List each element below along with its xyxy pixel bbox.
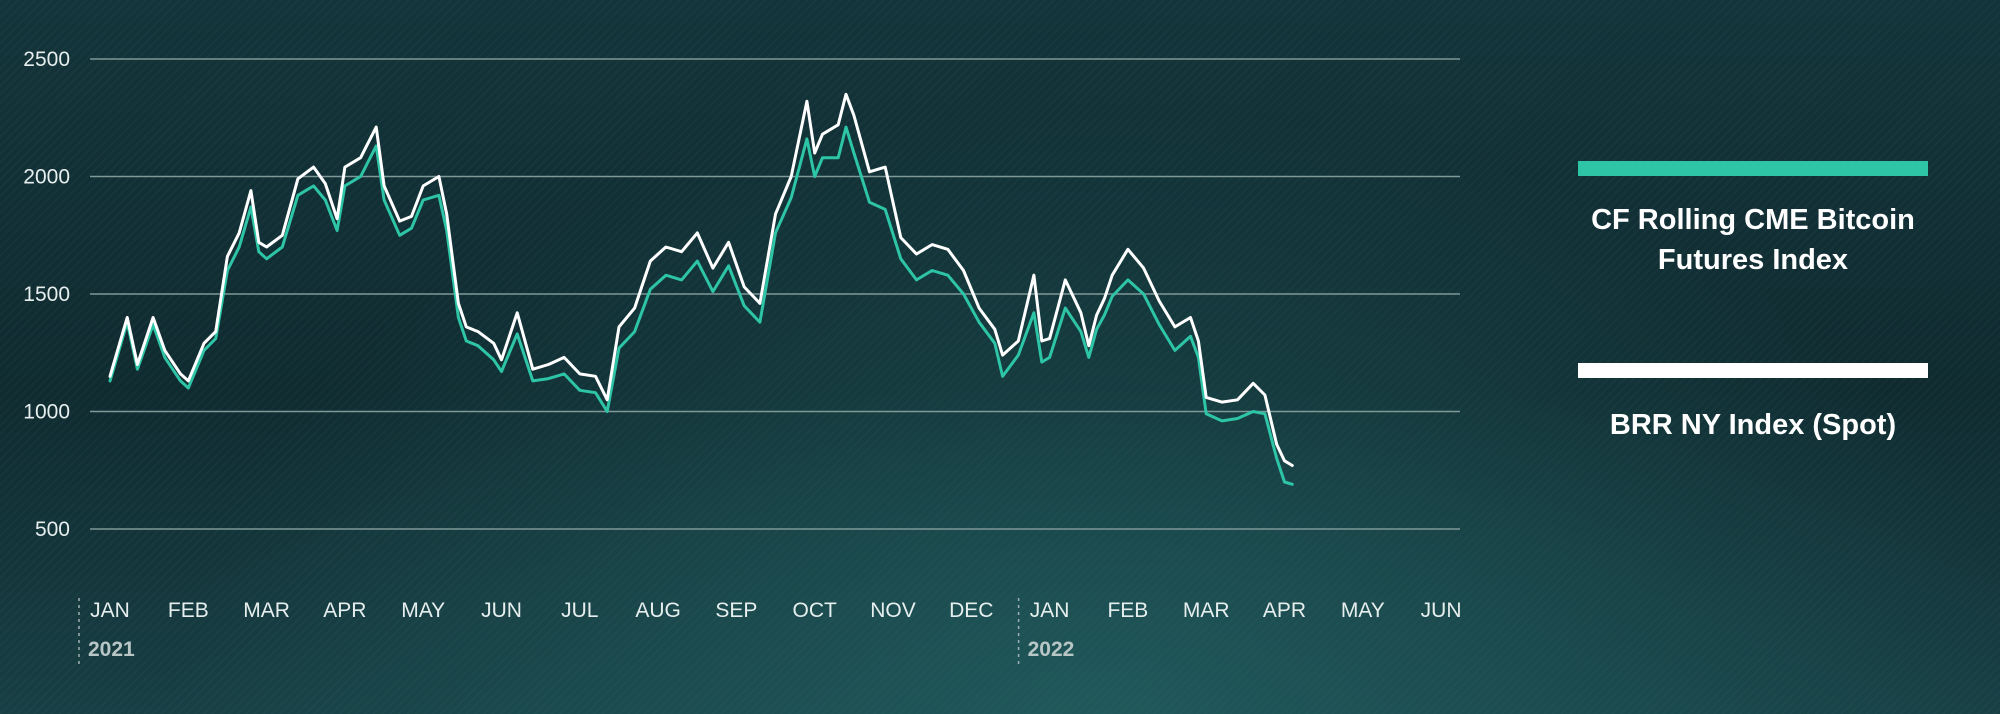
x-tick-label: SEP: [715, 599, 757, 622]
x-tick-label: FEB: [168, 599, 209, 622]
x-tick-label: MAR: [1183, 599, 1230, 622]
y-axis: 500 1000 1500 2000 2500: [23, 48, 70, 541]
x-tick-label: APR: [1263, 599, 1306, 622]
series-futures-line: [108, 125, 1294, 486]
year-label: 2021: [88, 638, 135, 661]
x-axis: JAN FEB MAR APR MAY JUN JUL AUG SEP OCT NOV DEC JAN F…: [78, 598, 1462, 665]
x-tick-label: MAY: [1341, 599, 1385, 622]
y-tick-label: 1500: [23, 283, 70, 306]
y-tick-label: 2000: [23, 166, 70, 189]
x-tick-label: APR: [323, 599, 366, 622]
x-tick-label: JAN: [90, 599, 130, 622]
x-tick-label: FEB: [1107, 599, 1148, 622]
x-tick-label: MAY: [401, 599, 445, 622]
x-tick-label: MAR: [243, 599, 290, 622]
x-tick-label: JUN: [481, 599, 522, 622]
legend-label-spot: BRR NY Index (Spot): [1609, 409, 1897, 441]
legend-swatch-futures: [1578, 161, 1928, 176]
x-tick-label: JAN: [1030, 599, 1070, 622]
y-tick-label: 1000: [23, 401, 70, 424]
grid: [90, 58, 1460, 530]
year-label: 2022: [1028, 638, 1075, 661]
series-spot-line: [108, 92, 1294, 467]
series-lines: [108, 92, 1294, 486]
y-tick-label: 500: [35, 518, 70, 541]
legend-swatch-spot: [1578, 363, 1928, 378]
x-tick-label: JUN: [1421, 599, 1462, 622]
x-tick-label: JUL: [561, 599, 598, 622]
x-tick-label: OCT: [793, 599, 838, 622]
y-tick-label: 2500: [23, 48, 70, 71]
x-tick-label: DEC: [949, 599, 993, 622]
legend-label-futures: CF Rolling CME Bitcoin Futures Index: [1591, 204, 1915, 276]
x-tick-label: NOV: [870, 599, 916, 622]
x-tick-label: AUG: [635, 599, 681, 622]
